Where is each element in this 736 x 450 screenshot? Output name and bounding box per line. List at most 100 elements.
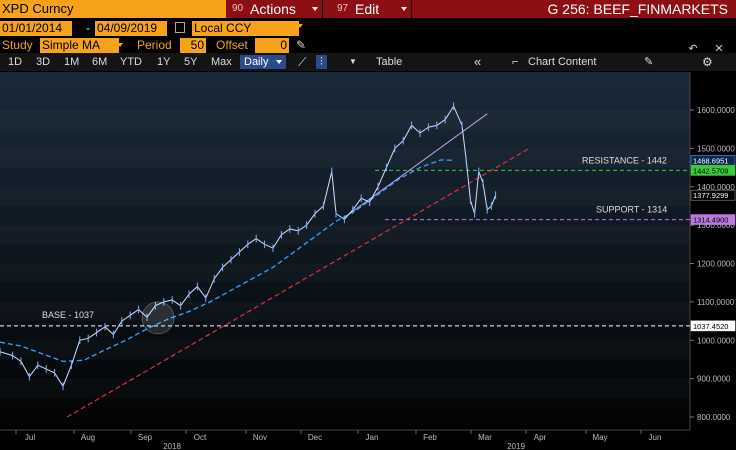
bar-chart-icon[interactable]: ⫶ <box>316 55 327 69</box>
y-tick-label: 1500.0000 <box>697 144 735 153</box>
date-range-row: 01/01/2014 - 04/09/2019 Local CCY ↶ ✕ <box>0 21 736 55</box>
frequency-select[interactable]: Daily <box>240 55 286 69</box>
settings-gear-icon[interactable]: ⚙ <box>702 55 713 69</box>
study-caret-icon <box>117 43 123 47</box>
line-chart-icon[interactable]: ⟋ <box>298 55 307 69</box>
x-tick-label: Nov <box>253 433 267 442</box>
resistance-price-tag-box <box>690 165 736 176</box>
offset-input[interactable]: 0 <box>255 38 289 53</box>
chart-type-caret-icon[interactable]: ▼ <box>349 57 357 66</box>
end-date-input[interactable]: 04/09/2019 <box>95 21 167 36</box>
y-tick-label: 1200.0000 <box>697 260 735 269</box>
base-price-tag-box <box>690 320 736 332</box>
x-tick-label: Apr <box>534 433 547 442</box>
x-axis: Jul Aug Sep Oct Nov Dec Jan Feb Mar Apr May Jun 2018… <box>15 430 662 450</box>
undo-icon[interactable]: ↶ <box>688 43 698 55</box>
base-price-tag: 1037.4520 <box>693 322 728 331</box>
band <box>0 379 690 398</box>
price-line <box>0 105 497 388</box>
close-icon[interactable]: ✕ <box>714 43 724 55</box>
x-tick-label: May <box>592 433 607 442</box>
band <box>0 110 690 129</box>
price-chart[interactable]: 1600.0000 1500.0000 1400.0000 1300.0000 1200… <box>0 72 736 450</box>
x-tick-label: Jul <box>25 433 35 442</box>
resistance-annotation: RESISTANCE - 1442 <box>582 155 667 165</box>
band <box>0 225 690 244</box>
y-axis: 1600.0000 1500.0000 1400.0000 1300.0000 1200… <box>690 106 735 422</box>
chart-content-icon: ⌐ <box>512 56 519 68</box>
support-price-tag: 1314.4900 <box>693 216 728 225</box>
offset-label: Offset <box>216 38 248 52</box>
last-price-tag: 1377.9299 <box>693 191 728 200</box>
x-tick-label: Sep <box>138 433 153 442</box>
period-1y[interactable]: 1Y <box>157 56 171 68</box>
band <box>0 302 690 321</box>
period-5y[interactable]: 5Y <box>184 56 198 68</box>
start-date-input[interactable]: 01/01/2014 <box>0 21 72 36</box>
y-tick-label: 1400.0000 <box>697 183 735 192</box>
period-1m[interactable]: 1M <box>64 56 80 68</box>
band <box>0 264 690 283</box>
collapse-icon[interactable]: « <box>474 54 482 69</box>
study-row: Study Simple MA Period 50 Offset 0 ✎ <box>0 38 736 53</box>
band <box>0 187 690 206</box>
x-year-label: 2019 <box>507 442 525 450</box>
rising-trendline <box>66 147 530 418</box>
x-tick-label: Jun <box>649 433 662 442</box>
x-year-label: 2018 <box>163 442 181 450</box>
table-button[interactable]: Table <box>376 56 403 68</box>
actions-num: 90 <box>232 3 244 14</box>
edit-menu[interactable]: 97 Edit <box>323 0 411 18</box>
toolbar <box>0 53 736 71</box>
base-highlight <box>141 301 175 335</box>
resistance-price-tag: 1442.5709 <box>693 166 728 175</box>
level-lines <box>0 169 690 327</box>
currency-select[interactable]: Local CCY <box>192 21 299 36</box>
y-tick-label: 1600.0000 <box>697 106 735 115</box>
period-6m[interactable]: 6M <box>92 56 108 68</box>
period-input[interactable]: 50 <box>180 38 206 53</box>
edit-label: Edit <box>355 1 380 17</box>
x-tick-label: Oct <box>194 433 207 442</box>
actions-menu[interactable]: 90 Actions <box>226 0 322 18</box>
calendar-icon[interactable] <box>175 22 185 33</box>
ma-price-tag: 1468.6951 <box>693 156 728 165</box>
frequency-label: Daily <box>244 56 269 68</box>
period-label: Period <box>137 38 172 52</box>
period-1d[interactable]: 1D <box>8 56 23 68</box>
plot-background <box>0 72 690 450</box>
upper-trendline <box>344 113 488 218</box>
annotations: RESISTANCE - 1442 SUPPORT - 1314 BASE - 10… <box>42 155 667 319</box>
study-label: Study <box>2 38 33 52</box>
period-max[interactable]: Max <box>211 56 232 68</box>
range-dash: - <box>86 21 90 35</box>
edit-caret-icon <box>401 7 407 11</box>
support-price-tag-box <box>690 214 736 225</box>
edit-chart-icon[interactable]: ✎ <box>644 56 654 68</box>
x-tick-label: Aug <box>81 433 95 442</box>
ticker-field[interactable]: XPD Curncy <box>0 0 226 18</box>
y-tick-label: 800.0000 <box>697 413 731 422</box>
pencil-icon[interactable]: ✎ <box>296 38 307 52</box>
period-3d[interactable]: 3D <box>36 56 51 68</box>
chart-content-button[interactable]: Chart Content <box>528 56 597 68</box>
support-annotation: SUPPORT - 1314 <box>596 205 667 215</box>
last-price-tag-box <box>690 189 736 201</box>
background-bands <box>0 72 691 450</box>
actions-caret-icon <box>312 7 318 11</box>
y-tick-label: 1300.0000 <box>697 221 735 230</box>
chart-id-bar: G 256: BEEF_FINMARKETS <box>412 0 736 18</box>
actions-label: Actions <box>250 1 296 17</box>
currency-caret-icon <box>297 24 303 28</box>
header-bar: XPD Curncy 90 Actions 97 Edit G 256: BEE… <box>0 0 736 18</box>
x-tick-label: Mar <box>478 433 492 442</box>
trend-lines <box>66 113 530 418</box>
chart-id-text: G 256: BEEF_FINMARKETS <box>547 1 729 17</box>
y-tick-label: 900.0000 <box>697 375 731 384</box>
x-tick-label: Dec <box>308 433 322 442</box>
base-annotation: BASE - 1037 <box>42 310 94 320</box>
study-select[interactable]: Simple MA <box>40 38 119 53</box>
period-ytd[interactable]: YTD <box>120 56 142 68</box>
y-tick-label: 1100.0000 <box>697 298 735 307</box>
